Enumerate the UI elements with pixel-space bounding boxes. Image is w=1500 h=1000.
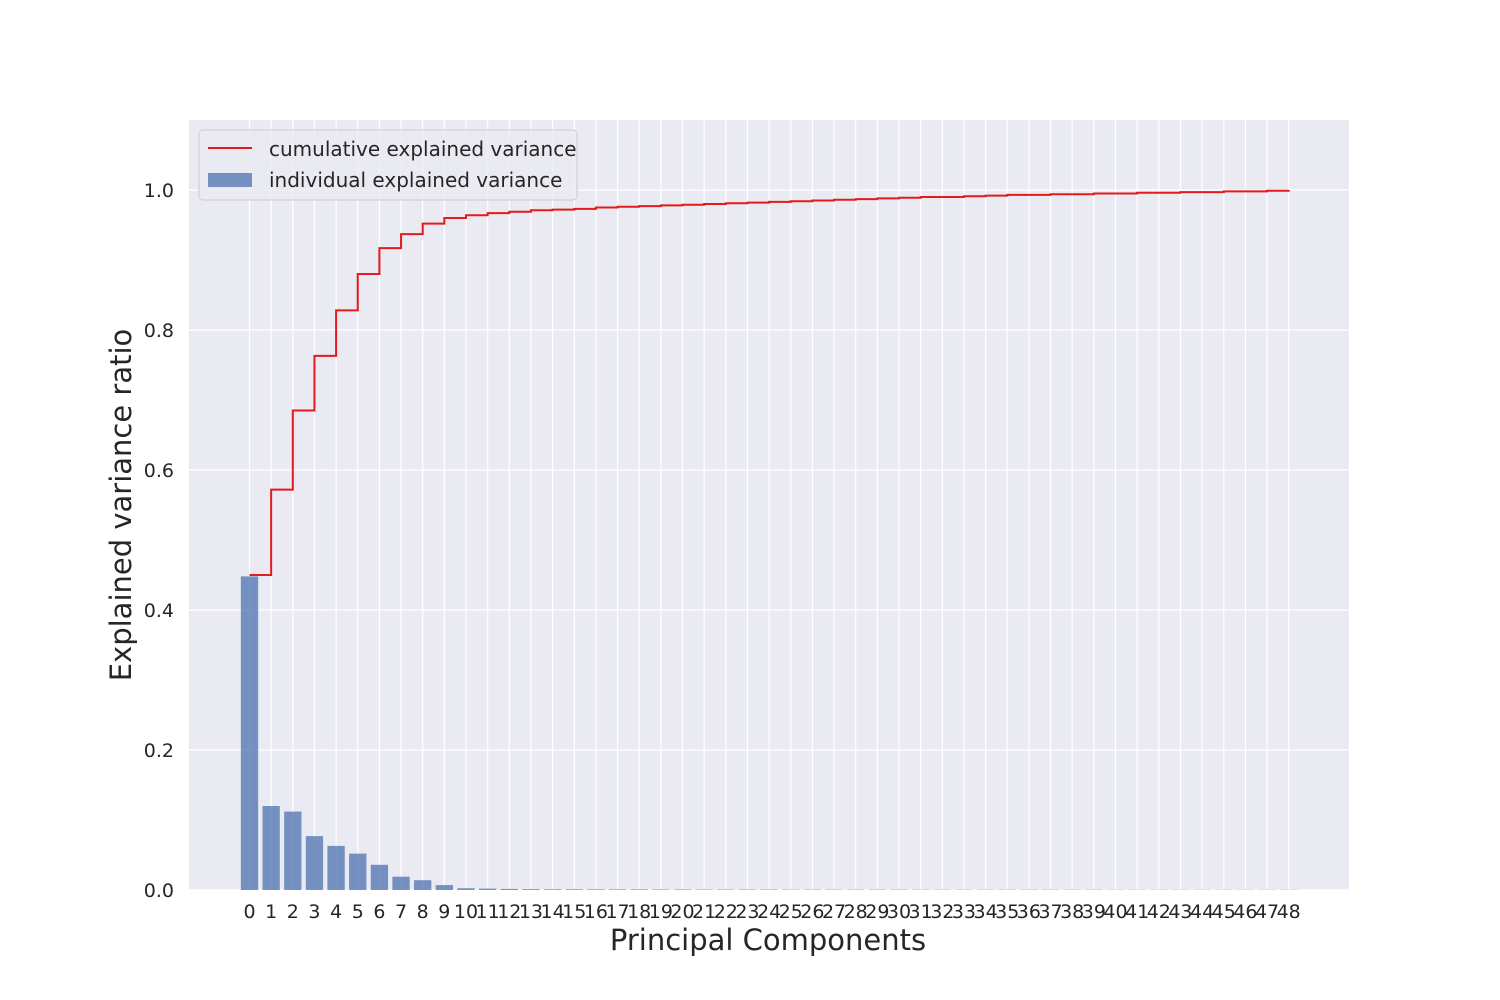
legend-label-individual: individual explained variance: [269, 168, 562, 192]
bar-pc-14: [543, 889, 562, 890]
x-tick-label: 43: [1168, 901, 1192, 923]
x-tick-label: 47: [1255, 901, 1279, 923]
x-tick-label: 44: [1190, 901, 1214, 923]
bar-pc-17: [608, 889, 627, 890]
x-tick-label: 21: [692, 901, 716, 923]
bar-pc-3: [305, 836, 324, 890]
x-tick-label: 18: [627, 901, 651, 923]
x-tick-label: 37: [1038, 901, 1062, 923]
bar-pc-11: [478, 888, 497, 890]
x-tick-label: 5: [352, 901, 364, 923]
bar-pc-7: [392, 876, 410, 890]
x-tick-label: 35: [995, 901, 1019, 923]
x-tick-label: 12: [497, 901, 521, 923]
x-tick-label: 22: [714, 901, 738, 923]
x-tick-label: 3: [308, 901, 320, 923]
bar-pc-6: [370, 864, 389, 890]
x-tick-label: 48: [1277, 901, 1301, 923]
x-tick-label: 10: [454, 901, 478, 923]
x-tick-label: 46: [1233, 901, 1257, 923]
bar-pc-13: [522, 889, 540, 890]
x-tick-label: 45: [1212, 901, 1236, 923]
x-tick-label: 31: [909, 901, 933, 923]
cumulative-series: [249, 189, 1290, 576]
x-tick-label: 39: [1082, 901, 1106, 923]
bar-pc-10: [457, 888, 475, 890]
bar-pc-12: [500, 888, 518, 890]
cumulative-variance-line: [249, 189, 1290, 576]
x-tick-label: 26: [800, 901, 824, 923]
bar-pc-0: [240, 576, 259, 890]
x-tick-label: 16: [584, 901, 608, 923]
bar-pc-9: [435, 885, 454, 890]
bar-pc-4: [327, 845, 345, 890]
x-gridlines: [248, 120, 1290, 890]
x-tick-label: 20: [670, 901, 694, 923]
x-tick-label: 33: [952, 901, 976, 923]
x-tick-label: 9: [438, 901, 450, 923]
x-tick-label: 11: [476, 901, 500, 923]
x-tick-label: 32: [930, 901, 954, 923]
legend-box: [198, 129, 578, 201]
x-tick-label: 24: [757, 901, 781, 923]
x-tick-label: 40: [1103, 901, 1127, 923]
y-tick-labels: 0.0 0.2 0.4 0.6 0.8 1.0: [144, 180, 174, 902]
y-tick-label: 0.2: [144, 740, 174, 762]
x-tick-label: 14: [541, 901, 565, 923]
x-tick-label: 25: [779, 901, 803, 923]
y-tick-label: 0.0: [144, 880, 174, 902]
legend-label-cumulative: cumulative explained variance: [269, 137, 577, 161]
legend: cumulative explained variance individual…: [198, 129, 578, 201]
x-tick-label: 29: [865, 901, 889, 923]
x-tick-labels: 0 1 2 3 4 5 6 7 8 9 101112131415161718192021222324…: [243, 901, 1300, 923]
bar-pc-16: [587, 889, 605, 890]
x-tick-label: 27: [822, 901, 846, 923]
y-tick-label: 1.0: [144, 180, 174, 202]
x-tick-label: 23: [735, 901, 759, 923]
x-tick-label: 38: [1060, 901, 1084, 923]
bar-pc-18: [630, 889, 648, 890]
bar-pc-15: [565, 889, 583, 890]
x-tick-label: 42: [1147, 901, 1171, 923]
x-tick-label: 41: [1125, 901, 1149, 923]
x-tick-label: 36: [1017, 901, 1041, 923]
x-tick-label: 15: [562, 901, 586, 923]
y-axis-label: Explained variance ratio: [104, 329, 138, 682]
y-tick-label: 0.6: [144, 460, 174, 482]
x-tick-label: 17: [605, 901, 629, 923]
x-tick-label: 19: [649, 901, 673, 923]
bar-pc-8: [414, 880, 432, 890]
bar-pc-2: [284, 811, 302, 890]
x-tick-label: 13: [519, 901, 543, 923]
bar-series: [240, 576, 1298, 890]
bar-pc-5: [349, 853, 367, 890]
x-tick-label: 2: [287, 901, 299, 923]
bar-pc-1: [262, 806, 280, 890]
x-axis-label: Principal Components: [610, 923, 926, 957]
x-tick-label: 4: [330, 901, 342, 923]
x-tick-label: 7: [395, 901, 407, 923]
y-tick-label: 0.4: [144, 600, 174, 622]
x-tick-label: 28: [844, 901, 868, 923]
x-tick-label: 30: [887, 901, 911, 923]
legend-bar-swatch: [208, 173, 252, 187]
x-tick-label: 6: [373, 901, 385, 923]
y-tick-label: 0.8: [144, 320, 174, 342]
x-tick-label: 1: [265, 901, 277, 923]
x-tick-label: 34: [974, 901, 998, 923]
x-tick-label: 8: [417, 901, 429, 923]
x-tick-label: 0: [243, 901, 255, 923]
